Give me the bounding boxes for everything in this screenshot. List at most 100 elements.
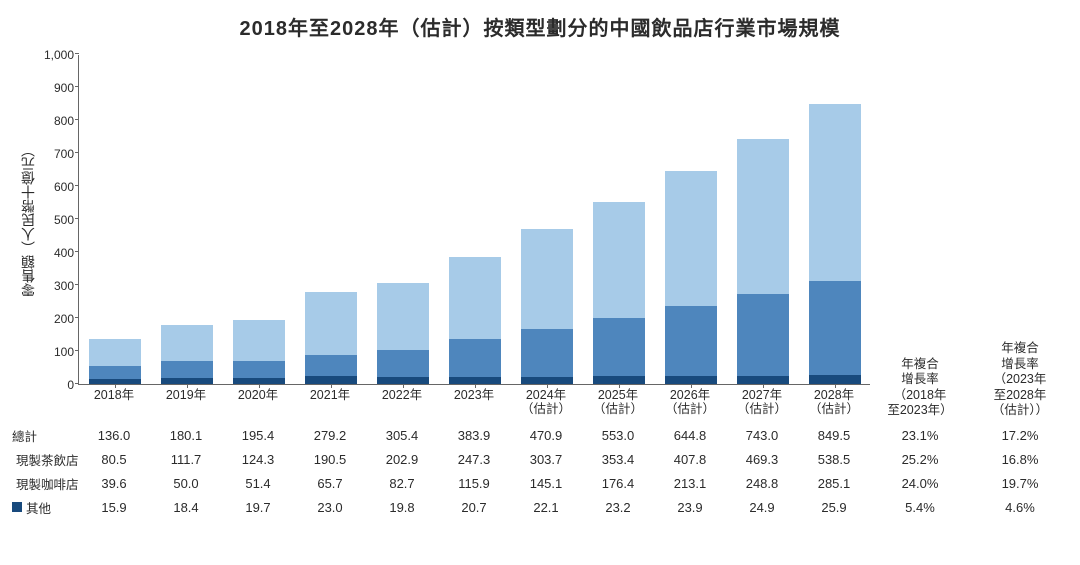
table-cell: 136.0 [78,423,150,447]
row-label-text: 現製咖啡店 [16,474,79,493]
cagr-header-2: 年複合 增長率 （2023年 至2028年 （估計）） [970,55,1070,421]
bar [305,292,357,384]
row-label-text: 現製茶飲店 [16,450,79,469]
row-label-other: 其他 [12,495,78,519]
bar-segment-coffee [89,366,141,379]
table-cell: 111.7 [150,447,222,471]
bar-segment-coffee [521,329,573,377]
table-cell: 25.9 [798,495,870,519]
y-tick-mark [75,86,79,87]
bar-segment-coffee [449,339,501,377]
row-label-coffee: 現製咖啡店 [12,471,78,495]
bar-segment-coffee [377,350,429,377]
y-tick-label: 500 [54,213,74,227]
table-cell: 39.6 [78,471,150,495]
bar-segment-other [305,376,357,384]
table-cell: 19.8 [366,495,438,519]
bar-segment-coffee [305,355,357,377]
bar-segment-tea [809,104,861,282]
y-tick-mark [75,152,79,153]
x-tick-label: 2028年 （估計） [809,389,859,417]
page: 2018年至2028年（估計）按類型劃分的中國飲品店行業市場規模 零售額（人民幣… [0,0,1080,565]
y-tick-mark [75,284,79,285]
y-tick-mark [75,317,79,318]
y-tick-label: 300 [54,279,74,293]
table-cell: 50.0 [150,471,222,495]
x-tick-label: 2022年 [382,389,422,403]
table-cell: 18.4 [150,495,222,519]
table-cell: 279.2 [294,423,366,447]
bar-segment-tea [521,229,573,329]
bar-segment-coffee [161,361,213,378]
y-tick-mark [75,185,79,186]
y-tick-label: 900 [54,81,74,95]
bar-segment-coffee [233,361,285,378]
table-cell: 248.8 [726,471,798,495]
table-cell: 80.5 [78,447,150,471]
x-tick-label: 2023年 [454,389,494,403]
cagr-cell: 17.2% [970,423,1070,447]
x-tick-label: 2019年 [166,389,206,403]
row-label-text: 總計 [12,426,37,445]
bar-segment-coffee [809,281,861,375]
table-cell: 849.5 [798,423,870,447]
y-tick-mark [75,119,79,120]
x-tick-label: 2018年 [94,389,134,403]
bar-segment-tea [161,325,213,362]
bar [593,202,645,384]
bar-segment-other [593,376,645,384]
cagr-cell: 25.2% [870,447,970,471]
bar-segment-tea [449,257,501,339]
table-cell: 23.2 [582,495,654,519]
data-table: 總計136.0180.1195.4279.2305.4383.9470.9553… [12,423,1070,519]
table-cell: 247.3 [438,447,510,471]
y-tick-label: 1,000 [44,48,74,62]
table-cell: 82.7 [366,471,438,495]
y-tick-label: 200 [54,312,74,326]
table-cell: 180.1 [150,423,222,447]
chart-title: 2018年至2028年（估計）按類型劃分的中國飲品店行業市場規模 [12,12,1068,41]
x-tick-label: 2026年 （估計） [665,389,715,417]
bar [377,283,429,384]
x-tick-label: 2024年 （估計） [521,389,571,417]
bar-segment-other [737,376,789,384]
table-cell: 145.1 [510,471,582,495]
chart-layout: 零售額（人民幣十億元） 0100200300400500600700800900… [12,55,1068,421]
table-cell: 407.8 [654,447,726,471]
bar [449,257,501,384]
table-cell: 303.7 [510,447,582,471]
table-cell: 469.3 [726,447,798,471]
table-cell: 65.7 [294,471,366,495]
y-tick-mark [75,383,79,384]
table-cell: 124.3 [222,447,294,471]
bar-segment-coffee [665,306,717,376]
y-tick-label: 0 [67,378,74,392]
row-label-tea: 現製茶飲店 [12,447,78,471]
bar-segment-tea [665,171,717,306]
x-tick-label: 2025年 （估計） [593,389,643,417]
bar-segment-coffee [593,318,645,376]
table-cell: 19.7 [222,495,294,519]
table-cell: 202.9 [366,447,438,471]
bar [161,325,213,384]
y-axis-label-text: 零售額（人民幣十億元） [18,143,38,297]
y-tick-label: 800 [54,114,74,128]
table-cell: 213.1 [654,471,726,495]
row-label-total: 總計 [12,423,78,447]
table-cell: 538.5 [798,447,870,471]
y-tick-mark [75,251,79,252]
bar-segment-other [665,376,717,384]
cagr-cell: 5.4% [870,495,970,519]
bar-segment-tea [737,139,789,294]
bar-segment-tea [233,320,285,361]
x-tick-label: 2021年 [310,389,350,403]
bar [233,320,285,384]
bar-segment-tea [89,339,141,366]
table-cell: 15.9 [78,495,150,519]
table-cell: 353.4 [582,447,654,471]
cagr-cell: 24.0% [870,471,970,495]
cagr-header-1: 年複合 增長率 （2018年 至2023年） [870,55,970,421]
x-tick-label: 2020年 [238,389,278,403]
bar-segment-tea [305,292,357,355]
y-tick-label: 700 [54,147,74,161]
